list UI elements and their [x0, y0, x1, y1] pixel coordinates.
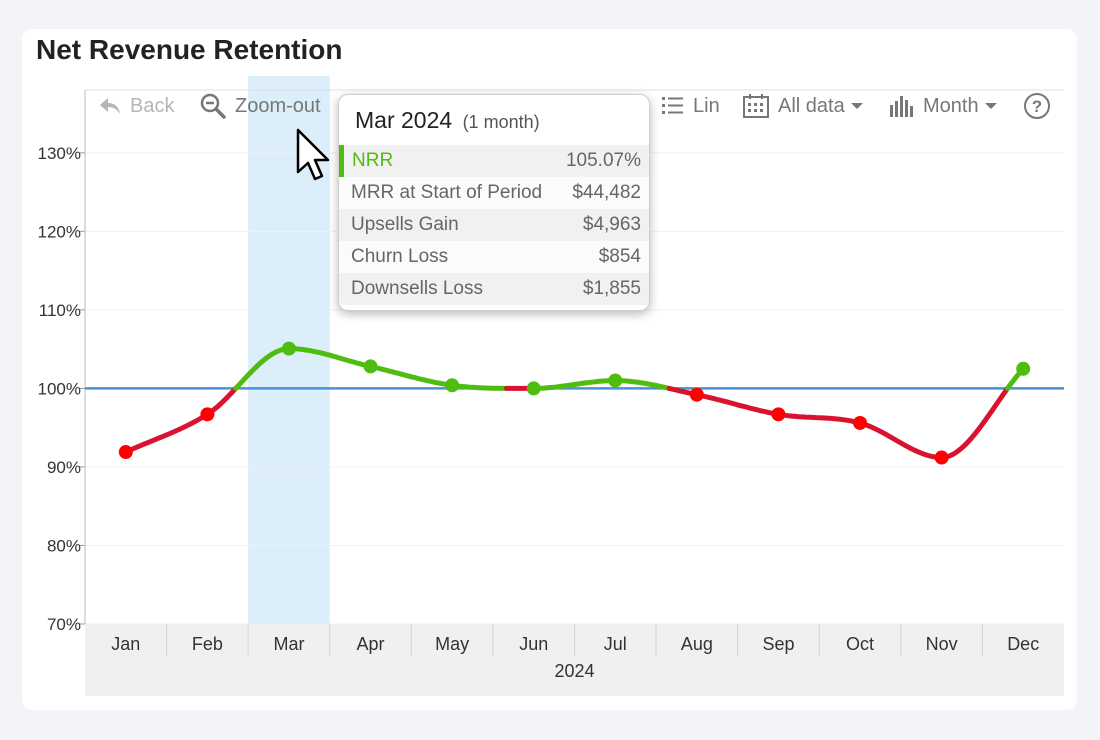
- back-arrow-icon: [100, 98, 120, 114]
- range-label: All data: [778, 94, 845, 117]
- data-tooltip: Mar 2024 (1 month) NRR 105.07% MRR at St…: [338, 94, 650, 311]
- data-point: [771, 407, 786, 422]
- x-tick-label: Dec: [1007, 634, 1039, 654]
- series-line-below-target: [123, 385, 239, 455]
- tooltip-heading: Mar 2024 (1 month): [355, 107, 540, 134]
- y-tick-label: 80%: [47, 536, 81, 555]
- data-point: [118, 445, 133, 460]
- tooltip-row-nrr: NRR 105.07%: [339, 145, 649, 177]
- svg-text:?: ?: [1032, 97, 1042, 116]
- calendar-icon: [743, 94, 769, 118]
- tooltip-row-value: $1,855: [582, 278, 641, 299]
- x-tick-label: Feb: [192, 634, 223, 654]
- scale-label: Lin: [693, 94, 720, 117]
- bar-chart-icon: [890, 96, 913, 117]
- data-point: [281, 341, 296, 356]
- chart-title: Net Revenue Retention: [36, 34, 343, 65]
- tooltip-row-upsells: Upsells Gain $4,963: [339, 209, 649, 241]
- tooltip-row-value: $4,963: [582, 214, 641, 235]
- period-label: Month: [923, 94, 979, 117]
- x-tick-label: Aug: [681, 634, 713, 654]
- tooltip-period: Mar 2024: [355, 107, 453, 133]
- help-icon: ?: [1024, 93, 1050, 119]
- help-button[interactable]: ?: [1023, 92, 1051, 120]
- y-tick-label: 130%: [38, 144, 81, 163]
- tooltip-row-downsells: Downsells Loss $1,855: [339, 273, 649, 305]
- x-tick-label: Mar: [273, 634, 304, 654]
- x-tick-label: Sep: [762, 634, 794, 654]
- data-point: [526, 381, 541, 396]
- x-tick-label: Jan: [111, 634, 140, 654]
- data-point: [934, 450, 949, 465]
- tooltip-row-label: Upsells Gain: [351, 214, 459, 235]
- x-tick-label: May: [435, 634, 469, 654]
- y-tick-label: 120%: [38, 222, 81, 241]
- x-tick-label: Jul: [604, 634, 627, 654]
- y-tick-label: 110%: [39, 301, 81, 320]
- data-point: [363, 359, 378, 374]
- y-tick-label: 70%: [47, 615, 81, 634]
- y-tick-label: 90%: [47, 458, 81, 477]
- tooltip-row-churn: Churn Loss $854: [339, 241, 649, 273]
- back-label: Back: [130, 94, 175, 117]
- x-tick-label: Oct: [846, 634, 874, 654]
- data-point: [1016, 361, 1031, 376]
- data-point: [689, 387, 704, 402]
- tooltip-row-value: $44,482: [572, 182, 641, 203]
- x-tick-label: Nov: [926, 634, 958, 654]
- series-line-above-target: [531, 378, 672, 391]
- caret-down-icon: [850, 103, 863, 109]
- data-point: [200, 407, 215, 422]
- series-line-below-target: [666, 385, 1011, 460]
- range-dropdown[interactable]: All data: [742, 92, 864, 120]
- x-tick-label: Jun: [519, 634, 548, 654]
- list-icon: [662, 97, 683, 114]
- tooltip-row-label: Churn Loss: [351, 246, 449, 267]
- tooltip-row-label: Downsells Loss: [351, 278, 483, 299]
- tooltip-row-value: 105.07%: [565, 150, 641, 171]
- x-group-label: 2024: [554, 661, 594, 681]
- tooltip-duration: (1 month): [462, 112, 540, 132]
- tooltip-row-label: NRR: [352, 150, 394, 171]
- caret-down-icon: [984, 103, 997, 109]
- tooltip-row-value: $854: [598, 246, 641, 267]
- y-tick-label: 100%: [38, 379, 81, 398]
- x-tick-label: Apr: [357, 634, 385, 654]
- back-button[interactable]: Back: [98, 92, 174, 120]
- data-point: [853, 415, 868, 430]
- period-dropdown[interactable]: Month: [889, 92, 998, 120]
- scale-button[interactable]: Lin: [661, 92, 720, 120]
- zoom-out-button[interactable]: Zoom-out: [200, 92, 321, 120]
- tooltip-row-mrr-start: MRR at Start of Period $44,482: [339, 177, 649, 209]
- tooltip-row-label: MRR at Start of Period: [351, 182, 543, 203]
- zoom-out-icon: [200, 93, 226, 119]
- data-point: [608, 373, 623, 388]
- mouse-cursor-icon: [296, 128, 330, 181]
- data-point: [445, 378, 460, 393]
- zoom-out-label: Zoom-out: [235, 94, 321, 117]
